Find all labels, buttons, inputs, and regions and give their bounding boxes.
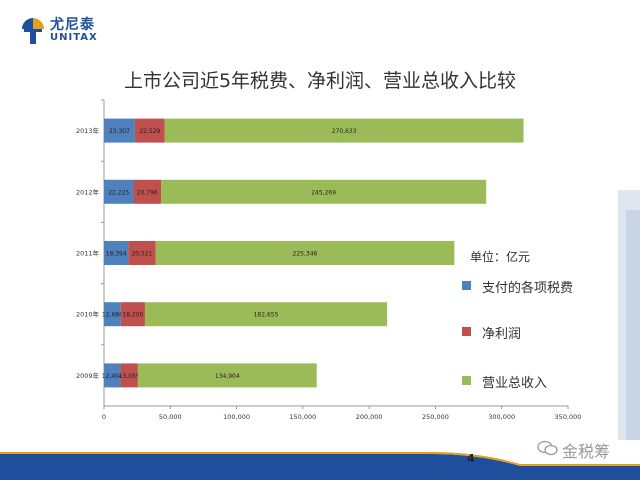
bar-revenue — [161, 179, 487, 204]
legend-swatch-profit — [462, 327, 471, 336]
legend-label-profit: 净利润 — [482, 327, 522, 342]
bar-value-label: 18,200 — [122, 312, 143, 319]
watermark-text: 金税筹 — [562, 442, 611, 461]
legend-swatch-tax — [462, 281, 471, 290]
page-number: 4 — [467, 452, 475, 465]
y-tick-label: 2009年 — [76, 371, 100, 380]
bar-value-label: 22,225 — [108, 189, 129, 196]
x-tick-label: 0 — [102, 413, 106, 421]
x-tick-label: 350,000 — [555, 413, 582, 421]
y-tick-label: 2012年 — [76, 187, 100, 196]
unit-label: 单位：亿元 — [470, 250, 531, 264]
legend-label-tax: 支付的各项税费 — [482, 281, 574, 296]
bar-value-label: 13,055 — [119, 373, 140, 380]
y-tick-label: 2013年 — [76, 126, 100, 135]
bar-tax — [104, 179, 134, 204]
bar-value-label: 22,529 — [139, 128, 160, 135]
bar-revenue — [144, 302, 388, 327]
bar-value-label: 20,521 — [131, 251, 152, 258]
bar-value-label: 182,655 — [254, 312, 279, 319]
bar-profit — [120, 363, 138, 388]
x-tick-label: 150,000 — [289, 413, 316, 421]
legend-swatch-revenue — [462, 376, 471, 385]
bar-value-label: 18,394 — [106, 251, 127, 258]
bar-value-label: 12,686 — [102, 312, 123, 319]
bar-value-label: 12,494 — [102, 373, 123, 380]
bar-profit — [134, 118, 165, 143]
logo-name-en: UNITAX — [50, 32, 98, 43]
legend-label-revenue: 营业总收入 — [482, 376, 548, 391]
x-tick-label: 200,000 — [356, 413, 383, 421]
x-tick-label: 100,000 — [223, 413, 250, 421]
bar-value-label: 23,307 — [109, 128, 130, 135]
wechat-icon — [537, 440, 558, 456]
unitax-logo: 尤尼泰 UNITAX — [20, 14, 130, 54]
bar-tax — [104, 118, 135, 143]
bar-revenue — [164, 118, 524, 143]
slide-title: 上市公司近5年税费、净利润、营业总收入比较 — [123, 70, 517, 92]
bar-profit — [120, 302, 145, 327]
x-tick-label: 50,000 — [159, 413, 182, 421]
bottom-decoration — [0, 452, 640, 480]
bar-profit — [133, 179, 162, 204]
x-tick-label: 250,000 — [422, 413, 449, 421]
bar-value-label: 134,904 — [215, 373, 240, 380]
bar-tax — [104, 241, 129, 265]
bar-value-label: 225,346 — [293, 251, 318, 258]
bar-tax — [104, 302, 121, 327]
logo-name-cn: 尤尼泰 — [50, 17, 95, 33]
right-decoration — [618, 190, 640, 440]
bar-revenue — [155, 241, 455, 265]
bar-profit — [128, 241, 156, 265]
bar-value-label: 245,269 — [311, 189, 336, 196]
bar-value-label: 20,796 — [137, 189, 158, 196]
bar-tax — [104, 363, 121, 388]
logo-emblem-icon — [22, 18, 44, 44]
bar-value-label: 270,633 — [332, 128, 357, 135]
y-tick-label: 2011年 — [76, 249, 100, 258]
bar-revenue — [137, 363, 317, 388]
x-tick-label: 300,000 — [488, 413, 515, 421]
y-tick-label: 2010年 — [76, 310, 100, 319]
